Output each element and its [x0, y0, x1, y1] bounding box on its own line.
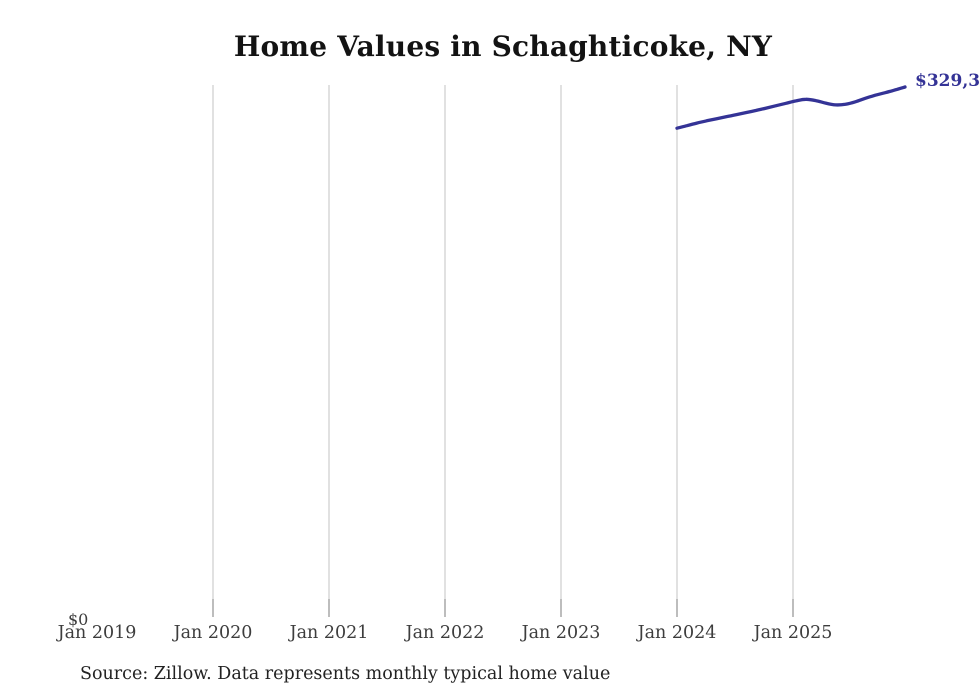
x-tick-label: Jan 2019 [57, 623, 137, 643]
chart-title: Home Values in Schaghticoke, NY [233, 30, 773, 63]
x-tick-label: Jan 2024 [637, 623, 717, 643]
x-tick-label: Jan 2021 [289, 623, 369, 643]
x-tick-label: Jan 2025 [753, 623, 833, 643]
latest-value-label: $329,322 [915, 71, 980, 91]
source-note: Source: Zillow. Data represents monthly … [80, 664, 611, 684]
x-tick-label: Jan 2020 [173, 623, 253, 643]
y-axis-zero-tick-label: $0 [68, 610, 89, 629]
home-value-line [675, 85, 907, 130]
x-tick-label: Jan 2022 [405, 623, 485, 643]
x-tick-label: Jan 2023 [521, 623, 601, 643]
